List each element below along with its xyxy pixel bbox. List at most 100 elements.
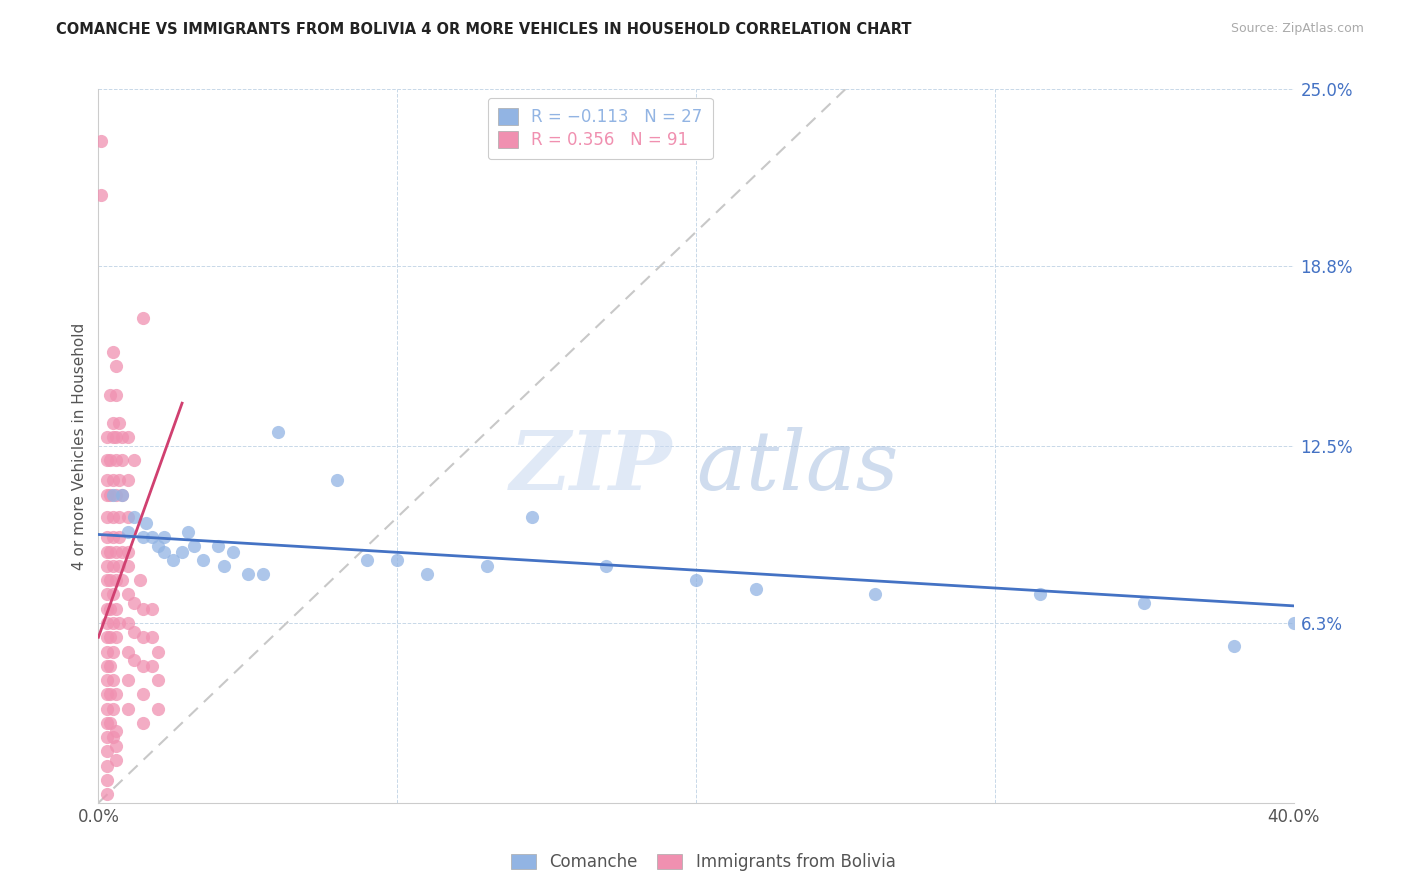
Point [103, 673, 125, 687]
Point [103, 530, 125, 544]
Point [865, 587, 887, 601]
Point [96, 601, 118, 615]
Point [141, 601, 163, 615]
Point [100, 715, 122, 730]
Point [129, 573, 152, 587]
Point [105, 430, 128, 444]
Legend: Comanche, Immigrants from Bolivia: Comanche, Immigrants from Bolivia [502, 845, 904, 880]
Point [103, 344, 125, 359]
Point [212, 558, 235, 573]
Point [103, 473, 125, 487]
Point [103, 430, 125, 444]
Point [96, 787, 118, 801]
Point [520, 510, 543, 524]
Point [96, 473, 118, 487]
Point [96, 673, 118, 687]
Point [105, 739, 128, 753]
Point [191, 553, 214, 567]
Point [117, 701, 139, 715]
Point [111, 487, 134, 501]
Point [111, 453, 134, 467]
Point [117, 587, 139, 601]
Point [475, 558, 498, 573]
Point [96, 758, 118, 772]
Point [117, 430, 139, 444]
Point [103, 701, 125, 715]
Point [222, 544, 245, 558]
Point [96, 658, 118, 673]
Point [124, 596, 146, 610]
Point [100, 573, 122, 587]
Text: ZIP: ZIP [509, 427, 672, 508]
Point [108, 530, 131, 544]
Text: atlas: atlas [696, 427, 898, 508]
Point [108, 615, 131, 630]
Point [117, 510, 139, 524]
Legend: R = −0.113   N = 27, R = 0.356   N = 91: R = −0.113 N = 27, R = 0.356 N = 91 [488, 97, 713, 159]
Point [105, 724, 128, 739]
Point [96, 510, 118, 524]
Point [103, 416, 125, 430]
Point [745, 582, 768, 596]
Point [267, 425, 290, 439]
Point [111, 573, 134, 587]
Point [100, 487, 122, 501]
Point [103, 644, 125, 658]
Point [108, 416, 131, 430]
Point [153, 544, 176, 558]
Point [96, 544, 118, 558]
Point [96, 730, 118, 744]
Point [96, 630, 118, 644]
Point [96, 744, 118, 758]
Point [117, 673, 139, 687]
Point [124, 624, 146, 639]
Text: Source: ZipAtlas.com: Source: ZipAtlas.com [1230, 22, 1364, 36]
Point [172, 544, 194, 558]
Point [117, 615, 139, 630]
Point [105, 544, 128, 558]
Point [356, 553, 378, 567]
Point [100, 453, 122, 467]
Point [124, 510, 146, 524]
Point [111, 430, 134, 444]
Point [153, 530, 176, 544]
Point [132, 310, 155, 325]
Point [103, 510, 125, 524]
Point [105, 753, 128, 767]
Y-axis label: 4 or more Vehicles in Household: 4 or more Vehicles in Household [72, 322, 87, 570]
Point [108, 473, 131, 487]
Point [385, 553, 409, 567]
Point [100, 658, 122, 673]
Point [103, 730, 125, 744]
Point [96, 430, 118, 444]
Point [141, 530, 163, 544]
Point [132, 630, 155, 644]
Point [100, 544, 122, 558]
Point [148, 644, 170, 658]
Point [141, 630, 163, 644]
Point [96, 615, 118, 630]
Point [103, 487, 125, 501]
Point [103, 587, 125, 601]
Point [124, 653, 146, 667]
Point [96, 715, 118, 730]
Point [177, 524, 200, 539]
Point [117, 524, 139, 539]
Point [1282, 615, 1305, 630]
Point [105, 601, 128, 615]
Point [111, 544, 134, 558]
Point [96, 772, 118, 787]
Point [162, 553, 184, 567]
Point [1223, 639, 1246, 653]
Point [1133, 596, 1156, 610]
Point [141, 658, 163, 673]
Point [416, 567, 439, 582]
Point [685, 573, 707, 587]
Point [105, 630, 128, 644]
Point [135, 516, 157, 530]
Point [100, 387, 122, 401]
Point [96, 701, 118, 715]
Point [105, 687, 128, 701]
Point [96, 644, 118, 658]
Point [105, 387, 128, 401]
